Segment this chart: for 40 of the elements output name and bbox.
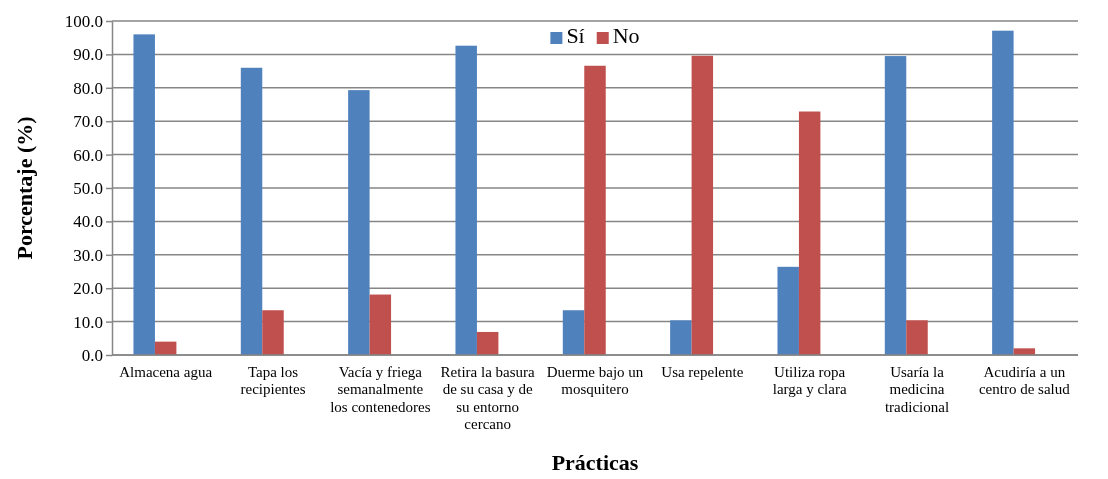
- x-tick-label: Utiliza ropa larga y clara: [772, 364, 847, 398]
- bar: [884, 56, 907, 355]
- bar: [562, 310, 585, 355]
- bar: [798, 111, 821, 355]
- x-tick-label: Usa repelente: [661, 364, 744, 380]
- bar: [240, 67, 263, 355]
- bar: [691, 55, 714, 355]
- x-tick-label: Usaría la medicina tradicional: [884, 364, 950, 415]
- y-tick-label: 70.0: [73, 112, 103, 132]
- x-tick-label: Vacía y friega semanalmente los contenedores: [330, 364, 431, 415]
- bar: [455, 45, 477, 355]
- y-tick-label: 50.0: [73, 178, 103, 198]
- y-tick-label: 20.0: [73, 279, 103, 299]
- bar: [133, 34, 155, 355]
- legend-label: Sí: [566, 23, 585, 48]
- x-tick-label: Duerme bajo un mosquitero: [546, 364, 644, 398]
- x-tick-label: Tapa los recipientes: [240, 364, 306, 398]
- x-tick-label: Retira la basura de su casa y de su entorno cercano: [440, 364, 536, 432]
- bar: [476, 331, 499, 355]
- legend-label: No: [612, 23, 640, 48]
- bar: [348, 90, 370, 355]
- y-tick-label: 30.0: [73, 245, 103, 265]
- y-tick-label: 90.0: [73, 45, 103, 65]
- x-tick-label: Acudiría a un centro de salud: [978, 364, 1071, 398]
- bar: [992, 30, 1014, 355]
- y-tick-label: 80.0: [73, 78, 103, 98]
- x-axis-title: Prácticas: [551, 450, 639, 475]
- bar: [906, 320, 928, 355]
- bar: [584, 65, 606, 355]
- y-tick-label: 60.0: [73, 145, 103, 165]
- x-tick-label: Almacena agua: [119, 364, 213, 380]
- bar: [777, 266, 799, 355]
- y-axis-title: Porcentaje (%): [12, 116, 37, 260]
- y-tick-label: 0.0: [81, 345, 103, 365]
- y-tick-label: 40.0: [73, 212, 103, 232]
- bar: [369, 294, 392, 355]
- y-tick-label: 100.0: [64, 11, 103, 31]
- bar: [670, 320, 692, 355]
- bar: [262, 310, 284, 355]
- y-tick-label: 10.0: [73, 312, 103, 332]
